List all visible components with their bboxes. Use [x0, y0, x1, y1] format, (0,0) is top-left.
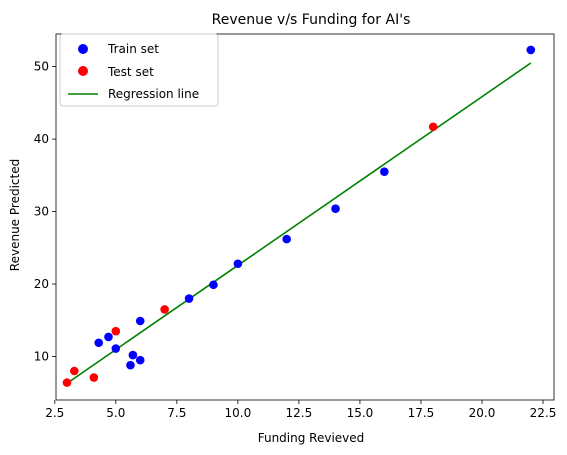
x-tick-label: 7.5	[167, 406, 186, 420]
x-tick-label: 5.0	[106, 406, 125, 420]
train-point	[380, 167, 389, 177]
regression-line-layer	[66, 62, 532, 384]
test-point	[70, 366, 79, 376]
legend-train-marker	[78, 44, 88, 54]
legend-train-label: Train set	[107, 42, 159, 56]
train-point	[128, 350, 138, 360]
x-tick-label: 15.0	[347, 406, 374, 420]
train-point	[184, 294, 194, 303]
legend-regression-label: Regression line	[108, 87, 199, 101]
x-tick-label: 17.5	[408, 406, 435, 420]
x-tick-label: 2.5	[45, 406, 64, 420]
plot-frame	[55, 33, 555, 401]
train-point	[126, 360, 135, 370]
train-point	[104, 332, 113, 342]
y-tick-label: 40	[34, 132, 49, 146]
legend-box	[59, 33, 219, 107]
x-tick-label: 12.5	[286, 406, 313, 420]
chart-title: Revenue v/s Funding for AI's	[212, 12, 411, 28]
x-axis-label: Funding Revieved	[258, 431, 365, 445]
train-point	[233, 259, 243, 269]
y-tick-label: 50	[34, 60, 49, 74]
x-tick-label: 10.0	[225, 406, 252, 420]
train-point	[135, 355, 145, 365]
x-axis-ticks: 2.5 5.0 7.5 10.0 12.5 15.0 17.5 20.0 22.5	[45, 400, 556, 420]
test-point	[89, 373, 99, 382]
y-axis-label: Revenue Predicted	[8, 159, 22, 271]
train-point	[135, 316, 145, 326]
x-tick-label: 20.0	[469, 406, 496, 420]
scatter-points-layer	[62, 45, 536, 387]
legend-test-marker	[78, 66, 88, 76]
y-tick-label: 30	[34, 205, 49, 219]
train-point	[331, 204, 340, 213]
y-tick-label: 10	[34, 350, 49, 364]
legend: Train set Test set Regression line	[59, 33, 219, 107]
train-point	[111, 344, 121, 353]
legend-test-label: Test set	[107, 65, 154, 79]
regression-line	[66, 62, 532, 384]
test-point	[111, 326, 121, 336]
y-axis-ticks: 10 20 30 40 50	[34, 60, 56, 364]
test-point	[62, 378, 72, 387]
train-point	[526, 45, 536, 55]
y-tick-label: 20	[34, 277, 49, 291]
test-point	[160, 305, 169, 314]
train-point	[94, 338, 104, 348]
train-point	[209, 280, 218, 290]
test-point	[428, 122, 438, 132]
x-tick-label: 22.5	[530, 406, 557, 420]
train-point	[282, 234, 291, 244]
